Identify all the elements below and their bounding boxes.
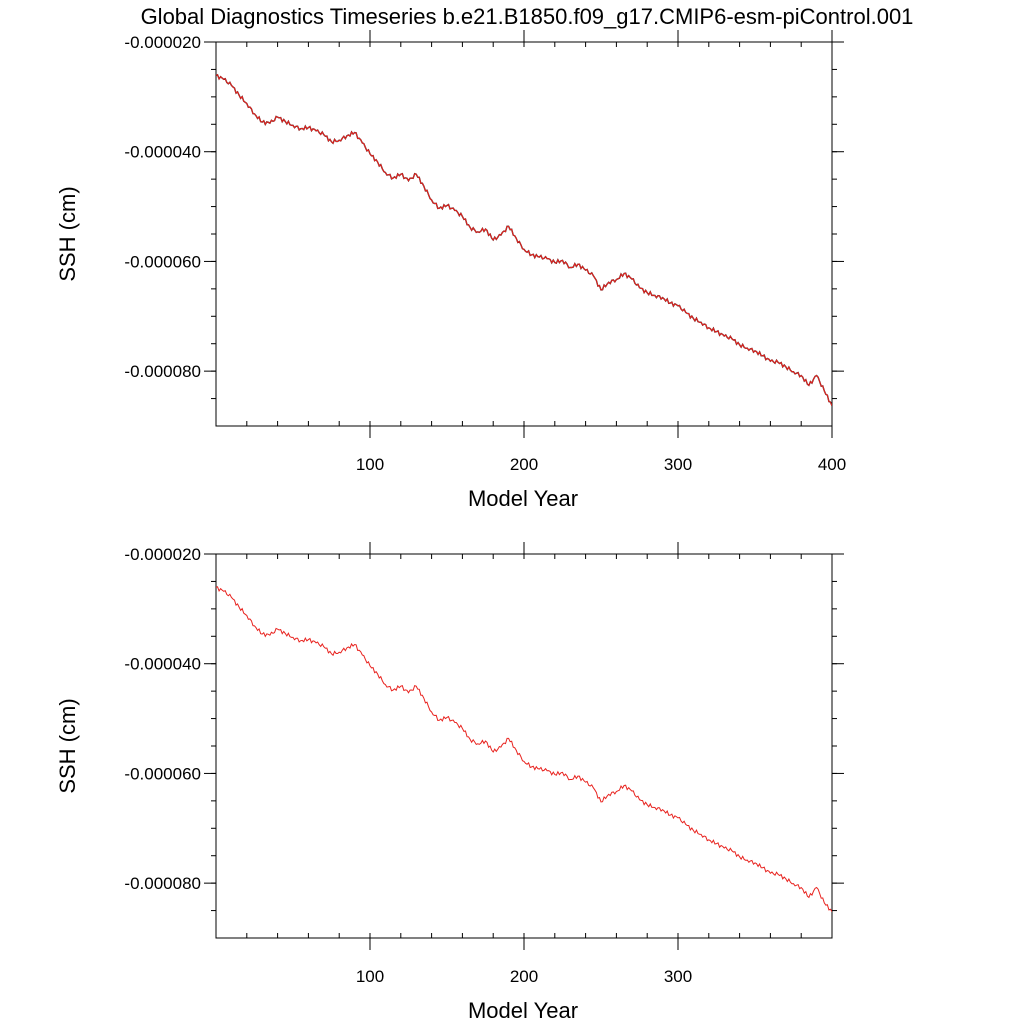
series-line — [216, 73, 832, 406]
top-panel: 100 200 300 400 -0.000020 -0.000040 -0.000060 -… — [55, 30, 846, 511]
x-tick-label: 100 — [356, 967, 384, 986]
x-tick-label: 200 — [510, 455, 538, 474]
series-line — [216, 586, 832, 912]
plot-frame — [215, 41, 833, 427]
y-tick-label: -0.000040 — [124, 655, 201, 674]
x-tick-label: 100 — [356, 455, 384, 474]
y-tick-label: -0.000020 — [124, 33, 201, 52]
y-tick-label: -0.000060 — [124, 764, 201, 783]
y-tick-label: -0.000060 — [124, 252, 201, 271]
x-tick-label: 200 — [510, 967, 538, 986]
x-axis-label: Model Year — [468, 486, 578, 511]
x-tick-label: 300 — [664, 455, 692, 474]
y-tick-label: -0.000080 — [124, 874, 201, 893]
x-tick-label: 300 — [664, 967, 692, 986]
y-axis-label: SSH (cm) — [55, 186, 80, 281]
y-tick-label: -0.000080 — [124, 362, 201, 381]
y-axis-label: SSH (cm) — [55, 698, 80, 793]
x-tick-label: 400 — [818, 455, 846, 474]
series-line — [216, 74, 832, 406]
x-axis-label: Model Year — [468, 998, 578, 1023]
y-tick-label: -0.000020 — [124, 545, 201, 564]
plot-frame — [215, 553, 833, 939]
figure-title: Global Diagnostics Timeseries b.e21.B185… — [141, 4, 914, 29]
y-tick-label: -0.000040 — [124, 143, 201, 162]
bottom-panel: 100 200 300 -0.000020 -0.000040 -0.000060 -0.0… — [55, 542, 844, 1023]
